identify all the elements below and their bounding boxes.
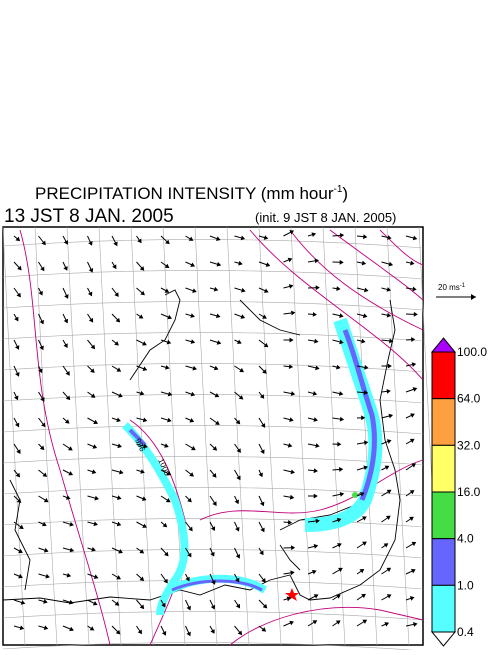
colorbar-label: 64.0: [457, 392, 481, 406]
colorbar-label: 0.4: [457, 625, 474, 639]
colorbar-over: [432, 338, 455, 352]
wind-scale-text: 20 ms: [438, 283, 460, 292]
map: 1008 996: [3, 227, 441, 650]
colorbar-label: 32.0: [457, 438, 481, 452]
colorbar-segment: [432, 352, 455, 399]
valid-time: 13 JST 8 JAN. 2005: [4, 206, 174, 227]
colorbar-segment: [432, 399, 455, 446]
wind-scale: 20 ms-1: [436, 283, 476, 300]
title-close: ): [342, 184, 348, 203]
wind-scale-exponent: -1: [460, 283, 466, 289]
colorbar-segment: [432, 585, 455, 632]
wind-scale-label: 20 ms-1: [438, 283, 466, 292]
colorbar-segment: [432, 492, 455, 539]
colorbar-label: 1.0: [457, 578, 474, 592]
colorbar: 100.0 64.0 32.0 16.0 4.0 1.0 0.4: [432, 338, 487, 646]
wind-scale-head: [471, 294, 476, 300]
init-time: (init. 9 JST 8 JAN. 2005): [255, 210, 396, 225]
colorbar-segment: [432, 539, 455, 586]
precip-cell: [352, 492, 358, 498]
colorbar-label: 16.0: [457, 485, 481, 499]
title: PRECIPITATION INTENSITY (mm hour-1): [35, 184, 348, 203]
colorbar-segment: [432, 445, 455, 492]
title-text: PRECIPITATION INTENSITY (mm hour: [35, 184, 334, 203]
colorbar-label: 4.0: [457, 532, 474, 546]
colorbar-under: [432, 632, 455, 646]
colorbar-label: 100.0: [457, 345, 487, 359]
